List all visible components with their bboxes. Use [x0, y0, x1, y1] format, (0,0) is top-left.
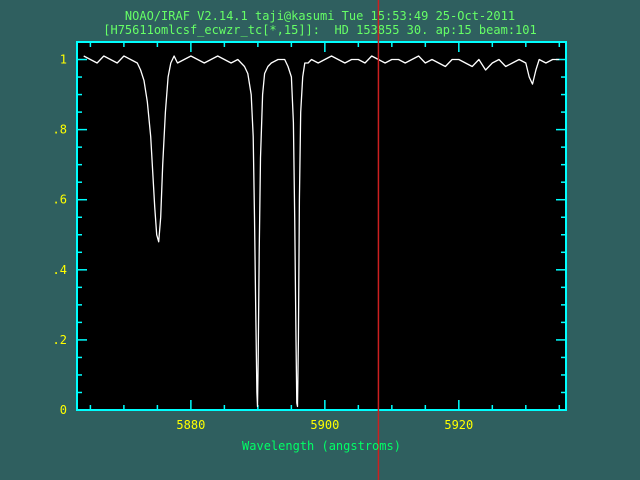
x-axis-label: Wavelength (angstroms) [242, 439, 401, 453]
y-tick-label: 0 [60, 403, 67, 417]
x-tick-label: 5880 [176, 418, 205, 432]
plot-title-line1: NOAO/IRAF V2.14.1 taji@kasumi Tue 15:53:… [124, 9, 516, 23]
tick-labels: 5880 5900 5920 0 .2 .4 .6 .8 1 [53, 53, 474, 432]
y-tick-label: .6 [53, 193, 67, 207]
plot-area[interactable] [77, 42, 566, 410]
y-tick-label: .8 [53, 123, 67, 137]
x-tick-label: 5920 [444, 418, 473, 432]
x-tick-label: 5900 [310, 418, 339, 432]
y-tick-label: .2 [53, 333, 67, 347]
y-tick-label: .4 [53, 263, 67, 277]
plot-frame [76, 41, 567, 411]
spectrum-series-line [83, 55, 560, 408]
y-tick-label: 1 [60, 53, 67, 67]
